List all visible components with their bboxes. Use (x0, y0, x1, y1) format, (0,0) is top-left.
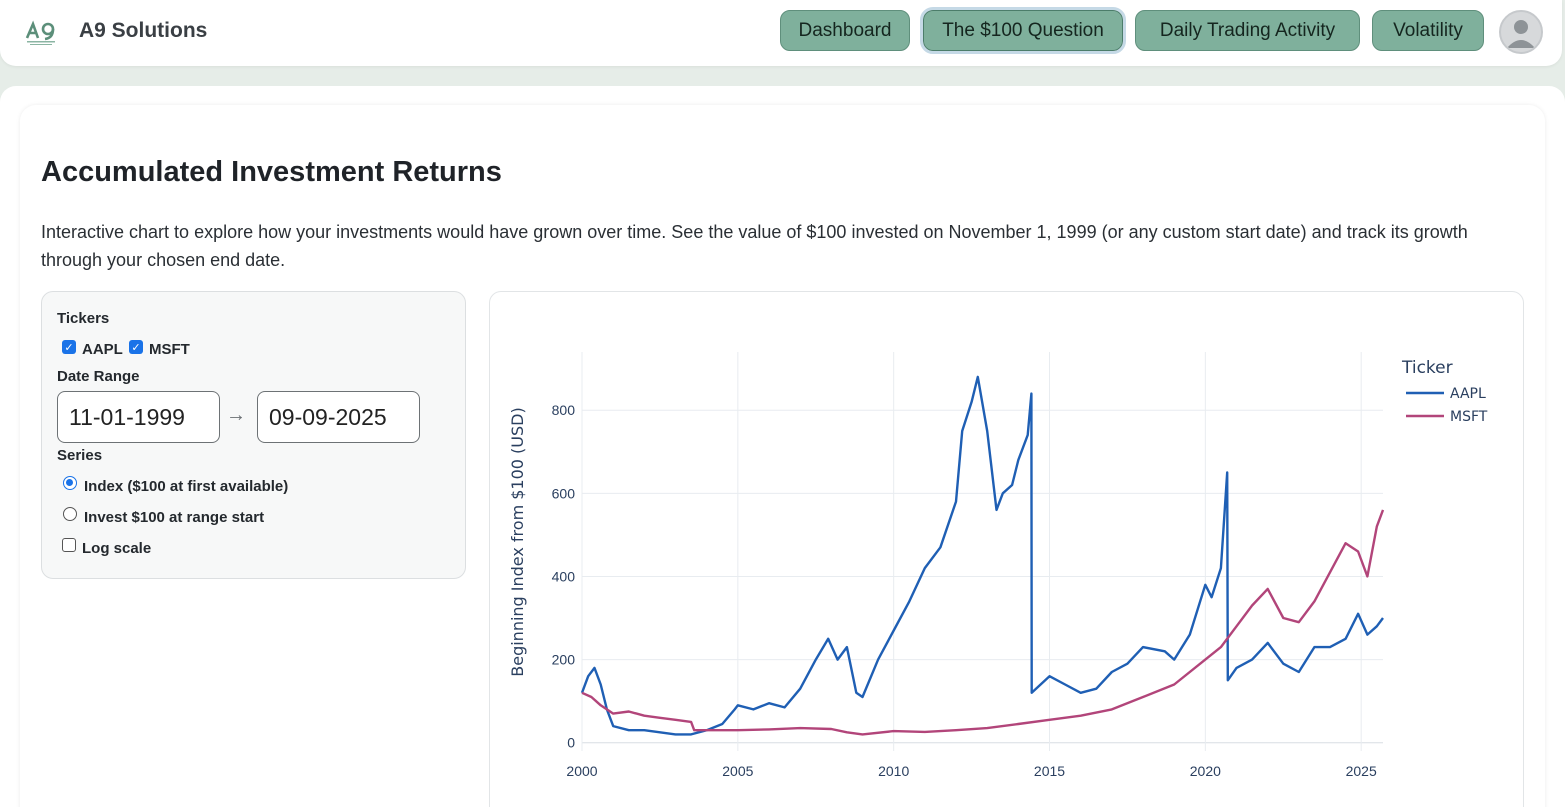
x-tick-label: 2020 (1190, 763, 1221, 779)
y-axis-title: Beginning Index from $100 (USD) (508, 407, 527, 676)
legend-title: Ticker (1401, 358, 1453, 378)
msft-checkbox[interactable]: ✓ (129, 340, 143, 354)
aapl-checkbox-label[interactable]: AAPL (82, 341, 123, 358)
log-scale-checkbox[interactable] (62, 538, 76, 552)
x-tick-label: 2010 (878, 763, 909, 779)
x-tick-label: 2015 (1034, 763, 1065, 779)
page-title: Accumulated Investment Returns (41, 156, 502, 188)
nav-volatility-button[interactable]: Volatility (1372, 10, 1484, 51)
brand-name[interactable]: A9 Solutions (79, 19, 208, 42)
top-navbar: A9 Solutions Dashboard The $100 Question… (0, 0, 1562, 66)
y-tick-label: 400 (552, 568, 576, 584)
user-avatar-icon[interactable] (1499, 10, 1543, 54)
aapl-checkbox[interactable]: ✓ (62, 340, 76, 354)
nav-daily-trading-button[interactable]: Daily Trading Activity (1135, 10, 1360, 51)
legend-label-msft[interactable]: MSFT (1450, 409, 1488, 425)
series-index-radio[interactable] (63, 476, 77, 490)
date-range-arrow-icon: → (226, 404, 246, 426)
end-date-input[interactable]: 09-09-2025 (257, 391, 420, 443)
x-tick-label: 2005 (722, 763, 753, 779)
page-description: Interactive chart to explore how your in… (41, 222, 1468, 270)
series-line-aapl[interactable] (580, 375, 1384, 736)
series-invest-radio[interactable] (63, 507, 77, 521)
y-tick-label: 0 (567, 735, 575, 751)
y-tick-label: 200 (552, 652, 576, 668)
tickers-label: Tickers (57, 310, 110, 327)
a9-logo-icon[interactable] (24, 20, 60, 46)
nav-dashboard-button[interactable]: Dashboard (780, 10, 910, 51)
chart-legend[interactable]: Ticker AAPL MSFT (1401, 358, 1488, 425)
x-axis-ticks: 2000 2005 2010 2015 2020 2025 (566, 763, 1377, 779)
x-tick-label: 2000 (566, 763, 597, 779)
start-date-input[interactable]: 11-01-1999 (57, 391, 220, 443)
returns-line-chart[interactable]: 0 200 400 600 800 2000 2005 2010 2015 2020 2025 B… (490, 292, 1520, 807)
series-line-msft[interactable] (581, 509, 1385, 736)
y-tick-label: 800 (552, 402, 576, 418)
chart-series[interactable] (580, 375, 1385, 736)
series-invest-label[interactable]: Invest $100 at range start (84, 509, 265, 526)
x-tick-label: 2025 (1346, 763, 1377, 779)
y-tick-label: 600 (552, 485, 576, 501)
chart-card (489, 291, 1524, 807)
legend-label-aapl[interactable]: AAPL (1450, 386, 1486, 402)
y-axis-ticks: 0 200 400 600 800 (552, 402, 576, 751)
date-range-label: Date Range (57, 368, 140, 385)
series-label: Series (57, 447, 103, 464)
msft-checkbox-label[interactable]: MSFT (149, 341, 190, 358)
nav-100-question-button[interactable]: The $100 Question (920, 7, 1126, 54)
series-index-label[interactable]: Index ($100 at first available) (84, 478, 289, 495)
log-scale-label[interactable]: Log scale (82, 540, 152, 557)
chart-grid (581, 352, 1383, 751)
